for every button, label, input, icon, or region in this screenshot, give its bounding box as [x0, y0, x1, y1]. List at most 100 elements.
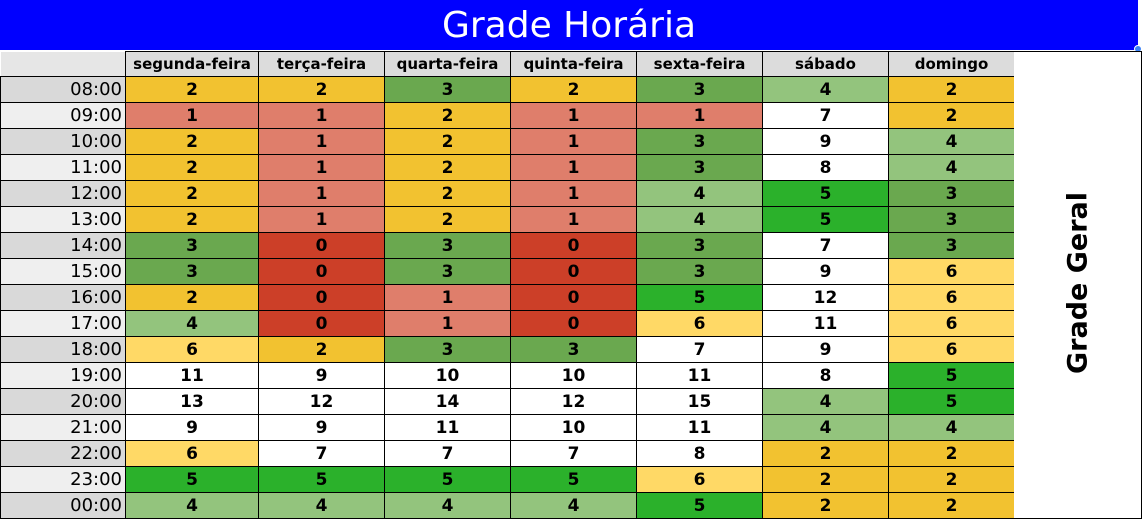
value-cell[interactable]: 15 [636, 388, 763, 415]
value-cell[interactable]: 4 [888, 414, 1015, 441]
value-cell[interactable]: 11 [636, 362, 763, 389]
value-cell[interactable]: 3 [888, 206, 1015, 233]
value-cell[interactable]: 1 [510, 102, 637, 129]
day-header[interactable]: terça-feira [258, 51, 385, 77]
value-cell[interactable]: 6 [636, 466, 763, 493]
time-cell[interactable]: 18:00 [0, 336, 126, 363]
day-header[interactable]: quinta-feira [510, 51, 637, 77]
value-cell[interactable]: 3 [384, 232, 511, 259]
value-cell[interactable]: 5 [384, 466, 511, 493]
value-cell[interactable]: 5 [125, 466, 259, 493]
value-cell[interactable]: 4 [258, 492, 385, 519]
value-cell[interactable]: 2 [384, 180, 511, 207]
value-cell[interactable]: 4 [125, 310, 259, 337]
value-cell[interactable]: 7 [510, 440, 637, 467]
value-cell[interactable]: 4 [636, 180, 763, 207]
value-cell[interactable]: 11 [384, 414, 511, 441]
value-cell[interactable]: 3 [384, 336, 511, 363]
value-cell[interactable]: 3 [636, 154, 763, 181]
value-cell[interactable]: 1 [258, 154, 385, 181]
value-cell[interactable]: 1 [384, 284, 511, 311]
value-cell[interactable]: 2 [762, 492, 889, 519]
value-cell[interactable]: 6 [888, 284, 1015, 311]
value-cell[interactable]: 12 [510, 388, 637, 415]
value-cell[interactable]: 1 [510, 128, 637, 155]
value-cell[interactable]: 6 [888, 258, 1015, 285]
value-cell[interactable]: 4 [510, 492, 637, 519]
value-cell[interactable]: 3 [636, 128, 763, 155]
value-cell[interactable]: 4 [762, 76, 889, 103]
value-cell[interactable]: 0 [258, 258, 385, 285]
time-cell[interactable]: 10:00 [0, 128, 126, 155]
value-cell[interactable]: 3 [384, 258, 511, 285]
value-cell[interactable]: 4 [125, 492, 259, 519]
value-cell[interactable]: 6 [888, 336, 1015, 363]
value-cell[interactable]: 1 [258, 206, 385, 233]
value-cell[interactable]: 14 [384, 388, 511, 415]
value-cell[interactable]: 9 [762, 258, 889, 285]
value-cell[interactable]: 4 [888, 128, 1015, 155]
value-cell[interactable]: 7 [762, 232, 889, 259]
value-cell[interactable]: 3 [888, 232, 1015, 259]
value-cell[interactable]: 11 [125, 362, 259, 389]
day-header[interactable]: domingo [888, 51, 1015, 77]
time-cell[interactable]: 15:00 [0, 258, 126, 285]
time-cell[interactable]: 12:00 [0, 180, 126, 207]
value-cell[interactable]: 4 [384, 492, 511, 519]
value-cell[interactable]: 2 [258, 76, 385, 103]
value-cell[interactable]: 5 [636, 284, 763, 311]
value-cell[interactable]: 2 [125, 180, 259, 207]
value-cell[interactable]: 2 [384, 128, 511, 155]
value-cell[interactable]: 3 [384, 76, 511, 103]
value-cell[interactable]: 4 [762, 414, 889, 441]
time-cell[interactable]: 13:00 [0, 206, 126, 233]
value-cell[interactable]: 2 [384, 206, 511, 233]
value-cell[interactable]: 6 [125, 440, 259, 467]
value-cell[interactable]: 5 [762, 180, 889, 207]
value-cell[interactable]: 10 [384, 362, 511, 389]
value-cell[interactable]: 0 [258, 232, 385, 259]
value-cell[interactable]: 9 [125, 414, 259, 441]
value-cell[interactable]: 12 [258, 388, 385, 415]
value-cell[interactable]: 2 [384, 154, 511, 181]
value-cell[interactable]: 13 [125, 388, 259, 415]
value-cell[interactable]: 8 [762, 362, 889, 389]
value-cell[interactable]: 0 [510, 258, 637, 285]
value-cell[interactable]: 8 [762, 154, 889, 181]
time-cell[interactable]: 09:00 [0, 102, 126, 129]
value-cell[interactable]: 2 [510, 76, 637, 103]
time-cell[interactable]: 23:00 [0, 466, 126, 493]
value-cell[interactable]: 2 [125, 206, 259, 233]
value-cell[interactable]: 12 [762, 284, 889, 311]
value-cell[interactable]: 2 [888, 440, 1015, 467]
value-cell[interactable]: 3 [888, 180, 1015, 207]
value-cell[interactable]: 2 [384, 102, 511, 129]
value-cell[interactable]: 1 [125, 102, 259, 129]
value-cell[interactable]: 9 [258, 414, 385, 441]
value-cell[interactable]: 9 [762, 336, 889, 363]
time-cell[interactable]: 14:00 [0, 232, 126, 259]
value-cell[interactable]: 1 [636, 102, 763, 129]
value-cell[interactable]: 0 [510, 284, 637, 311]
value-cell[interactable]: 1 [510, 154, 637, 181]
value-cell[interactable]: 7 [636, 336, 763, 363]
value-cell[interactable]: 1 [258, 128, 385, 155]
value-cell[interactable]: 2 [762, 440, 889, 467]
time-cell[interactable]: 21:00 [0, 414, 126, 441]
value-cell[interactable]: 1 [258, 180, 385, 207]
value-cell[interactable]: 0 [510, 232, 637, 259]
time-cell[interactable]: 22:00 [0, 440, 126, 467]
value-cell[interactable]: 0 [510, 310, 637, 337]
value-cell[interactable]: 5 [258, 466, 385, 493]
value-cell[interactable]: 3 [510, 336, 637, 363]
value-cell[interactable]: 2 [888, 76, 1015, 103]
value-cell[interactable]: 5 [762, 206, 889, 233]
value-cell[interactable]: 5 [888, 388, 1015, 415]
value-cell[interactable]: 9 [258, 362, 385, 389]
value-cell[interactable]: 3 [636, 232, 763, 259]
value-cell[interactable]: 8 [636, 440, 763, 467]
day-header[interactable]: sábado [762, 51, 889, 77]
value-cell[interactable]: 1 [510, 206, 637, 233]
value-cell[interactable]: 3 [636, 76, 763, 103]
time-cell[interactable]: 20:00 [0, 388, 126, 415]
